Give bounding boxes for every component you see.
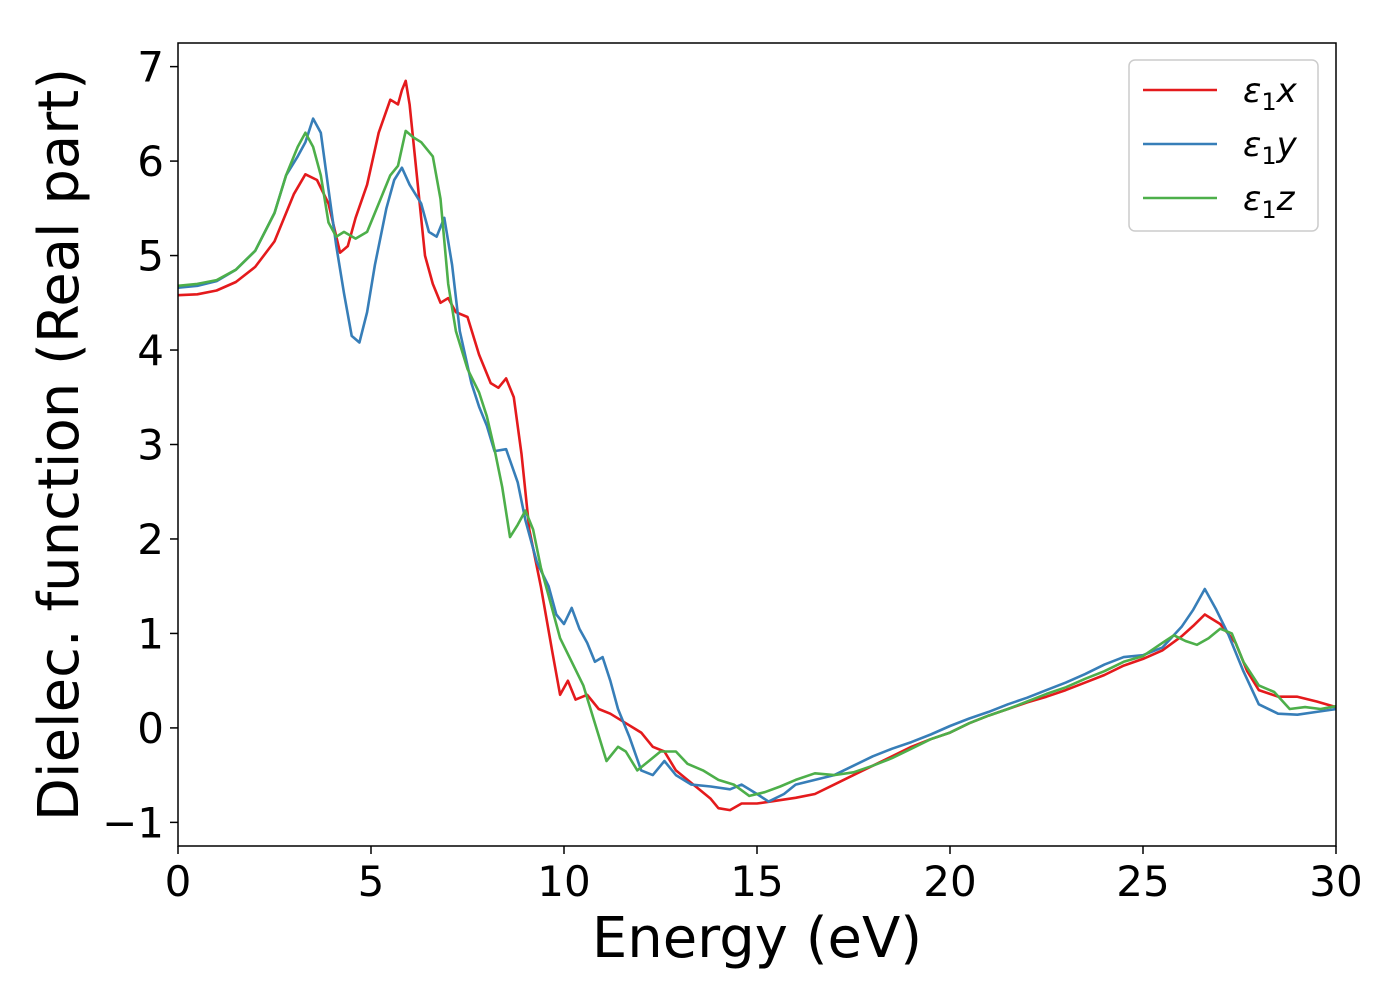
legend-item-y: ε1y <box>1143 125 1298 170</box>
series-line-y <box>178 117 1336 803</box>
x-tick-label: 30 <box>1309 857 1362 906</box>
x-tick-label: 25 <box>1116 857 1169 906</box>
legend-label: ε1z <box>1243 179 1296 224</box>
legend-item-z: ε1z <box>1143 179 1296 224</box>
legend-box <box>1128 59 1319 232</box>
y-tick-label: 2 <box>137 515 164 564</box>
x-tick-label: 20 <box>923 857 976 906</box>
y-axis-title: Dielec. function (Real part) <box>27 68 92 821</box>
y-tick-label: 4 <box>137 326 164 375</box>
y-tick-label: 7 <box>137 43 164 92</box>
y-tick-label: 1 <box>137 609 164 658</box>
series-layer <box>178 79 1336 812</box>
y-tick-label: −1 <box>102 798 164 847</box>
x-tick-label: 15 <box>730 857 783 906</box>
x-tick-label: 0 <box>165 857 192 906</box>
series-line-x <box>178 79 1336 812</box>
y-tick-label: 6 <box>137 137 164 186</box>
legend-item-x: ε1x <box>1143 71 1298 116</box>
series-line-z <box>178 129 1336 798</box>
legend-label: ε1x <box>1243 71 1298 116</box>
x-axis-title: Energy (eV) <box>592 906 922 971</box>
y-tick-label: 0 <box>137 704 164 753</box>
x-tick-label: 10 <box>537 857 590 906</box>
y-axis: −1 0 1 2 3 4 5 6 7 <box>102 43 178 847</box>
legend: ε1x ε1y ε1z <box>1128 59 1319 232</box>
y-tick-label: 5 <box>137 232 164 281</box>
legend-label: ε1y <box>1243 125 1298 170</box>
y-tick-label: 3 <box>137 421 164 470</box>
x-tick-label: 5 <box>358 857 385 906</box>
x-axis: 0 5 10 15 20 25 30 <box>165 846 1363 906</box>
